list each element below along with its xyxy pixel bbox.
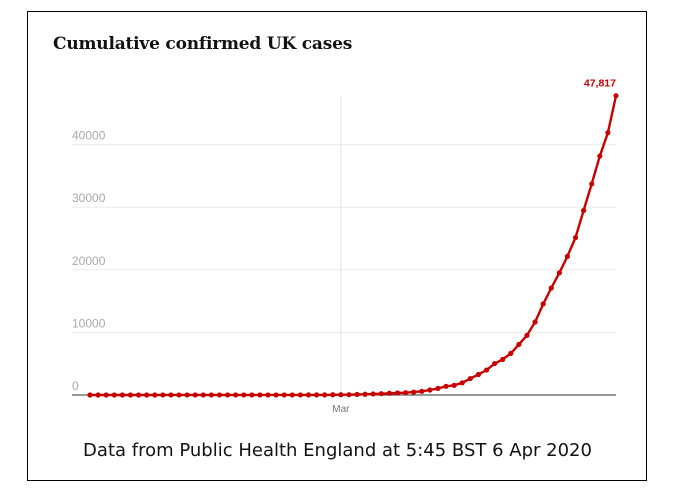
- data-point: [338, 392, 344, 398]
- data-point: [135, 392, 142, 398]
- data-point: [556, 270, 562, 276]
- data-point: [200, 392, 206, 398]
- data-point: [613, 93, 619, 99]
- data-point: [289, 392, 295, 398]
- data-point: [492, 360, 498, 367]
- data-point: [249, 392, 255, 398]
- data-point: [322, 392, 328, 398]
- data-point: [394, 390, 401, 396]
- data-point: [475, 371, 482, 378]
- data-point: [127, 392, 134, 398]
- data-point: [216, 392, 223, 398]
- y-tick-label: 30000: [72, 191, 106, 205]
- data-point: [451, 382, 457, 388]
- data-point: [370, 391, 376, 397]
- data-point: [605, 130, 611, 136]
- series-line: [90, 95, 618, 397]
- data-point: [87, 392, 93, 398]
- data-source-caption: Data from Public Health England at 5:45 …: [83, 440, 592, 461]
- data-point: [427, 387, 433, 393]
- y-tick-label: 10000: [72, 316, 106, 330]
- data-point: [516, 341, 522, 348]
- data-point: [168, 392, 174, 398]
- data-point: [305, 392, 312, 398]
- data-point: [597, 153, 603, 159]
- data-point: [224, 392, 231, 398]
- data-point: [589, 181, 595, 187]
- data-point: [144, 392, 150, 398]
- data-point: [119, 392, 125, 398]
- data-point: [411, 389, 417, 395]
- chart-frame: [27, 11, 647, 481]
- y-tick-label: 20000: [72, 254, 106, 268]
- data-point: [330, 392, 336, 398]
- data-point: [346, 392, 352, 398]
- data-point: [233, 392, 239, 398]
- data-point: [111, 392, 117, 398]
- data-point: [95, 392, 101, 398]
- data-point: [103, 392, 109, 398]
- x-tick-label-mar: Mar: [332, 404, 350, 415]
- data-point: [403, 390, 409, 396]
- data-point: [257, 392, 263, 398]
- data-point: [564, 253, 571, 259]
- data-point: [184, 392, 190, 398]
- data-point: [483, 367, 490, 373]
- data-point: [192, 392, 198, 398]
- data-point: [443, 383, 449, 389]
- data-point: [362, 391, 368, 397]
- data-point: [152, 392, 158, 398]
- data-point: [459, 380, 465, 386]
- data-point: [500, 356, 506, 363]
- data-point: [208, 392, 214, 398]
- data-point: [273, 392, 279, 398]
- data-point: [581, 207, 587, 214]
- data-point: [241, 392, 247, 398]
- data-point: [313, 392, 320, 398]
- data-point: [524, 332, 530, 338]
- data-point: [281, 392, 287, 398]
- data-point: [435, 385, 441, 391]
- data-point: [532, 319, 538, 325]
- data-point: [467, 375, 473, 382]
- data-point: [548, 285, 554, 291]
- data-point: [508, 350, 514, 356]
- data-point: [419, 388, 425, 394]
- data-point: [265, 392, 271, 398]
- data-point: [160, 392, 166, 398]
- data-point: [386, 390, 393, 396]
- data-point: [354, 391, 360, 398]
- data-point: [378, 391, 384, 397]
- data-point: [572, 234, 579, 241]
- data-point: [540, 301, 546, 307]
- y-tick-label: 40000: [72, 129, 106, 143]
- end-value-label: 47,817: [584, 78, 616, 90]
- data-point: [176, 392, 182, 398]
- y-tick-label: 0: [72, 379, 79, 393]
- chart-title: Cumulative confirmed UK cases: [53, 34, 353, 54]
- data-point: [297, 392, 303, 398]
